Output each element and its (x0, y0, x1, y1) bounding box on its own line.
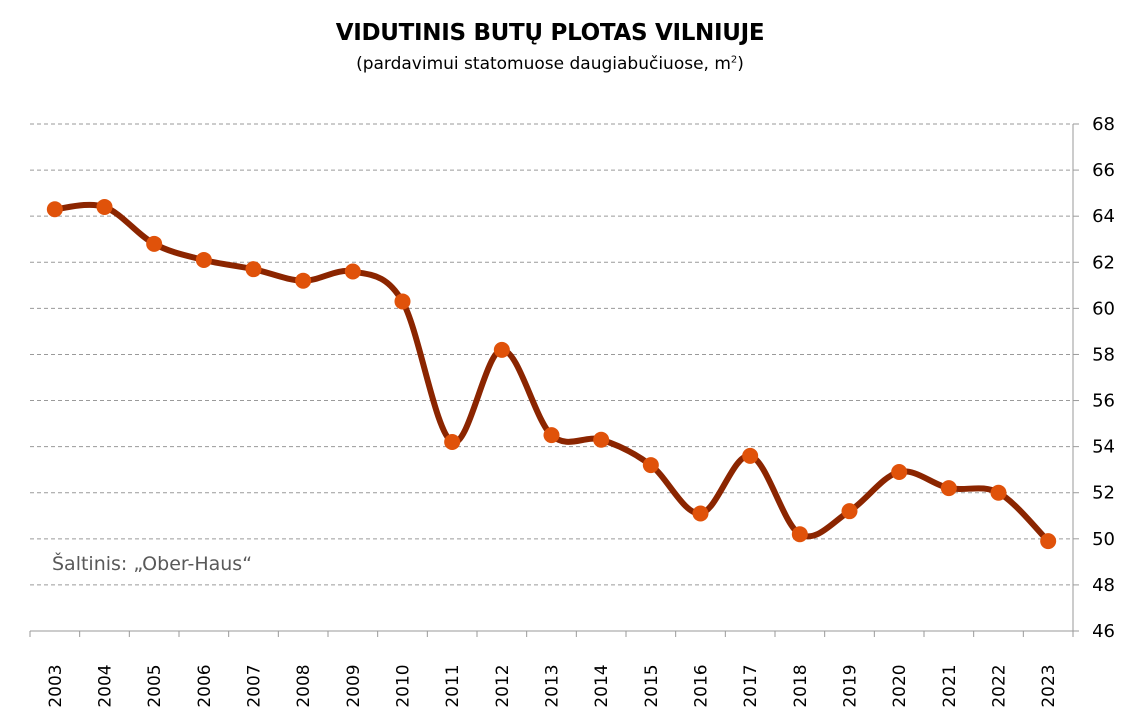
x-tick-label: 2014 (592, 664, 612, 707)
x-tick-label: 2006 (195, 664, 215, 707)
x-tick-label: 2011 (443, 664, 463, 707)
y-tick-label: 68 (1092, 114, 1115, 135)
axes (29, 124, 1074, 637)
chart-subtitle: (pardavimui statomuose daugiabučiuose, m… (0, 54, 1100, 74)
y-tick-labels: 46 48 50 52 54 56 58 60 62 64 66 68 (1092, 114, 1115, 642)
x-tick-label: 2008 (294, 664, 314, 707)
chart-title: VIDUTINIS BUTŲ PLOTAS VILNIUJE (335, 20, 765, 46)
y-tick-label: 46 (1092, 621, 1115, 642)
x-tick-label: 2012 (493, 664, 513, 707)
data-point-2013 (543, 427, 560, 444)
data-point-2003 (46, 201, 63, 218)
x-tick-label: 2004 (96, 664, 116, 707)
data-point-2006 (195, 251, 212, 268)
data-point-2012 (493, 341, 510, 358)
data-point-2017 (742, 447, 759, 464)
data-point-2018 (791, 526, 808, 543)
x-tick-label: 2009 (344, 664, 364, 707)
x-tick-label: 2007 (245, 664, 265, 707)
x-tick-label: 2003 (46, 664, 66, 707)
data-point-2019 (841, 503, 858, 520)
data-point-2020 (891, 463, 908, 480)
x-tick-label: 2010 (394, 664, 414, 707)
subtitle-end: ) (737, 54, 744, 74)
x-tick-label: 2022 (990, 664, 1010, 707)
y-tick-label: 62 (1092, 252, 1115, 273)
subtitle-text: (pardavimui statomuose daugiabučiuose, m (356, 54, 731, 74)
source-note: Šaltinis: „Ober-Haus“ (52, 551, 252, 575)
data-point-2014 (593, 431, 610, 448)
y-tick-label: 66 (1092, 160, 1115, 181)
x-tick-label: 2015 (642, 664, 662, 707)
data-point-2005 (146, 235, 163, 252)
y-tick-label: 52 (1092, 483, 1115, 504)
x-tick-label: 2021 (940, 664, 960, 707)
data-point-2023 (1040, 533, 1057, 550)
data-point-2011 (444, 434, 461, 451)
data-point-2016 (692, 505, 709, 522)
x-tick-label: 2005 (145, 664, 165, 707)
x-tick-label: 2013 (543, 664, 563, 707)
series-line (51, 201, 1052, 545)
y-tick-label: 58 (1092, 344, 1115, 365)
x-tick-label: 2023 (1039, 664, 1059, 707)
data-point-2004 (96, 198, 113, 215)
data-points (46, 198, 1057, 550)
y-tick-label: 56 (1092, 391, 1115, 412)
data-point-2015 (642, 457, 659, 474)
x-tick-label: 2020 (890, 664, 910, 707)
gridlines (30, 123, 1079, 632)
x-tick-label: 2016 (692, 664, 712, 707)
data-point-2009 (344, 263, 361, 280)
data-point-2010 (394, 293, 411, 310)
y-tick-label: 60 (1092, 298, 1115, 319)
data-point-2007 (245, 261, 262, 278)
data-point-2008 (295, 272, 312, 289)
y-tick-label: 54 (1092, 437, 1115, 458)
x-tick-label: 2019 (841, 664, 861, 707)
data-point-2021 (940, 480, 957, 497)
x-tick-label: 2017 (741, 664, 761, 707)
x-tick-label: 2018 (791, 664, 811, 707)
y-tick-label: 64 (1092, 206, 1115, 227)
x-tick-labels: 2003 2004 2005 2006 2007 2008 2009 2010 2011 2012… (46, 664, 1059, 707)
y-tick-label: 50 (1092, 529, 1115, 550)
y-tick-label: 48 (1092, 575, 1115, 596)
subtitle-superscript: 2 (730, 54, 738, 66)
data-point-2022 (990, 484, 1007, 501)
